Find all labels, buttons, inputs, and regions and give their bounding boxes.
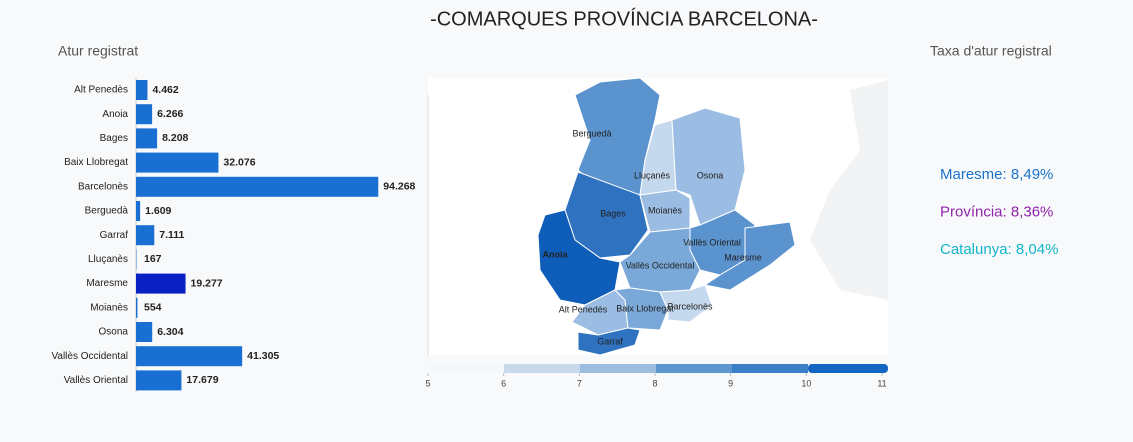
value-label: 32.076 xyxy=(223,156,255,168)
bar xyxy=(136,225,155,246)
scale-tick-label: 10 xyxy=(801,378,811,388)
scale-tick-label: 6 xyxy=(501,378,506,388)
region xyxy=(577,327,641,356)
region-label: Baix Llobregat xyxy=(616,303,674,313)
scale-segment xyxy=(656,364,732,373)
category-label: Maresme xyxy=(86,278,128,289)
scale-tick-label: 11 xyxy=(877,378,886,388)
value-label: 554 xyxy=(144,302,162,314)
bar xyxy=(136,346,243,367)
category-label: Alt Penedès xyxy=(74,85,128,96)
category-label: Berguedà xyxy=(85,206,129,217)
region-label: Maresme xyxy=(724,252,762,262)
region-label: Osona xyxy=(697,170,724,180)
scale-segment xyxy=(428,364,504,373)
neighbor-region xyxy=(810,80,888,300)
map xyxy=(427,77,888,356)
category-label: Vallès Oriental xyxy=(64,375,128,386)
title: -COMARQUES PROVÍNCIA BARCELONA- xyxy=(430,7,818,30)
region-label: Moianès xyxy=(648,205,683,215)
scale-tick-label: 5 xyxy=(425,378,430,388)
bar xyxy=(136,104,153,125)
region-label: Barcelonès xyxy=(667,301,713,311)
category-label: Baix Llobregat xyxy=(64,157,128,168)
region xyxy=(613,287,669,331)
bar xyxy=(136,201,141,221)
scale-segment xyxy=(732,364,808,373)
stat: Catalunya: 8,04% xyxy=(940,241,1058,258)
scale-tick-label: 8 xyxy=(652,378,657,388)
value-label: 94.268 xyxy=(383,181,415,193)
category-label: Moianès xyxy=(90,302,128,313)
scale-tick-label: 9 xyxy=(728,378,733,388)
value-label: 41.305 xyxy=(247,350,279,362)
value-label: 7.111 xyxy=(159,229,184,241)
category-label: Vallès Occidental xyxy=(51,351,128,362)
region-label: Bages xyxy=(600,208,626,218)
stats-title: Taxa d'atur registral xyxy=(930,43,1052,59)
value-label: 4.462 xyxy=(152,84,178,96)
value-label: 19.277 xyxy=(191,277,223,289)
region-label: Anoia xyxy=(542,249,568,259)
region-label: Vallès Occidental xyxy=(626,260,695,270)
region xyxy=(659,284,713,323)
value-label: 6.266 xyxy=(157,108,183,120)
region-label: Berguedà xyxy=(572,128,611,138)
value-label: 17.679 xyxy=(186,374,218,386)
scale-tick-label: 7 xyxy=(577,378,582,388)
scale-segment xyxy=(504,364,580,373)
region-label: Vallès Oriental xyxy=(683,237,741,247)
bar-subtitle: Atur registrat xyxy=(58,43,138,59)
category-label: Bages xyxy=(100,133,128,144)
bar xyxy=(136,322,153,342)
value-label: 167 xyxy=(144,253,162,265)
region-label: Lluçanès xyxy=(634,170,671,180)
bar xyxy=(136,370,182,391)
value-label: 8.208 xyxy=(162,132,188,144)
value-label: 6.304 xyxy=(157,326,183,338)
region-label: Alt Penedès xyxy=(559,304,608,314)
region xyxy=(703,221,796,291)
bar xyxy=(136,80,148,100)
category-label: Barcelonès xyxy=(78,181,128,192)
category-label: Anoia xyxy=(102,109,128,120)
scale-segment xyxy=(808,364,888,373)
category-label: Osona xyxy=(99,327,129,338)
value-label: 1.609 xyxy=(145,205,171,217)
category-label: Lluçanès xyxy=(88,254,128,265)
scale-segment xyxy=(580,364,656,373)
color-scale xyxy=(428,364,888,373)
bar xyxy=(136,152,219,173)
stat: Província: 8,36% xyxy=(940,203,1053,220)
bar xyxy=(136,297,138,318)
region-label: Garraf xyxy=(597,336,623,346)
category-label: Garraf xyxy=(100,230,129,241)
bar xyxy=(136,128,158,149)
stat: Maresme: 8,49% xyxy=(940,166,1053,183)
bar xyxy=(136,176,379,197)
region xyxy=(639,189,691,233)
bar xyxy=(136,273,186,294)
